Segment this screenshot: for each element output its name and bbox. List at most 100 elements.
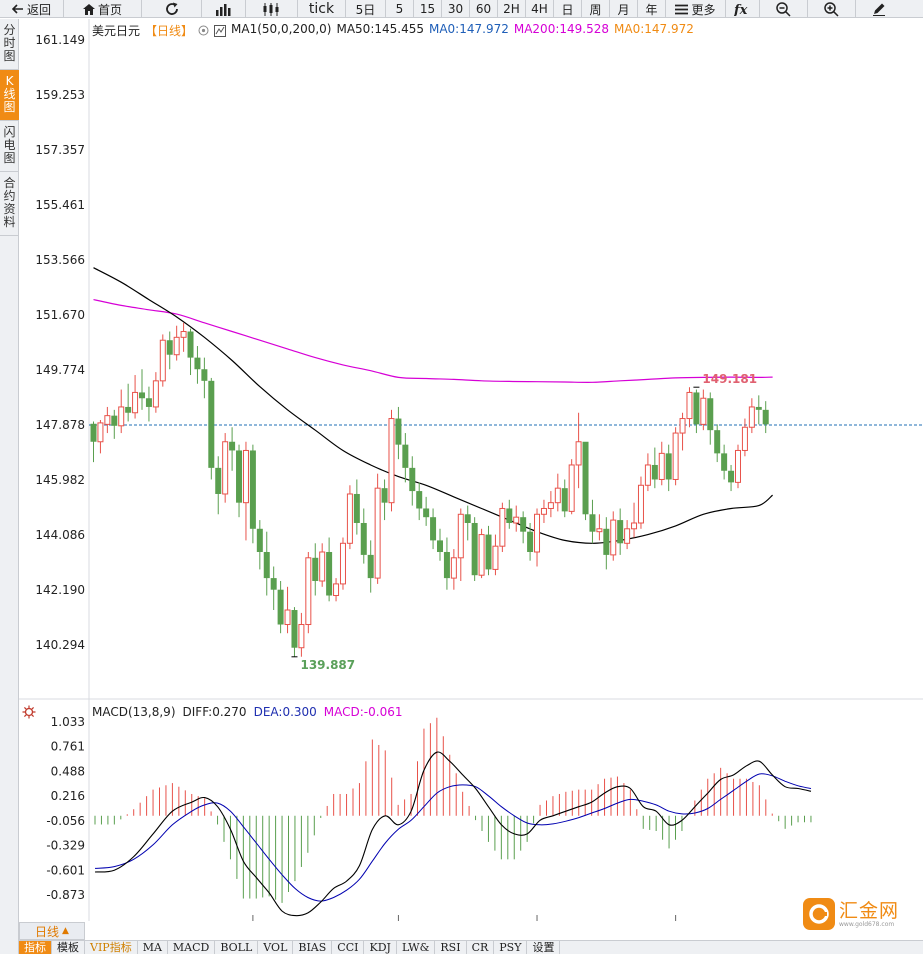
home-button[interactable]: 首页: [64, 0, 142, 18]
candle: [173, 325, 180, 361]
price-axis-tick-label: 142.190: [35, 583, 85, 597]
back-arrow-icon: [11, 4, 23, 14]
period-year-button[interactable]: 年: [638, 0, 666, 18]
candle-body: [762, 409, 769, 425]
ma50-line: [93, 267, 773, 544]
tab-lw[interactable]: LW&: [397, 941, 436, 954]
period-month-button[interactable]: 月: [610, 0, 638, 18]
formula-button[interactable]: fx: [726, 0, 760, 18]
candle-style-button[interactable]: [246, 0, 298, 18]
candle-body: [388, 418, 395, 504]
period-select-button[interactable]: 日线 ▲: [19, 922, 85, 940]
tab-bias[interactable]: BIAS: [293, 941, 333, 954]
formula-icon: fx: [734, 3, 748, 16]
candle: [229, 427, 236, 471]
refresh-icon: [165, 2, 178, 15]
candle: [527, 522, 534, 561]
price-axis-tick-label: 149.774: [35, 363, 85, 377]
period-4h-button[interactable]: 4H: [526, 0, 554, 18]
main-legend: 美元日元 【日线】 MA1(50,0,200,0) MA50:145.455 M…: [92, 22, 694, 39]
settings-icon[interactable]: [198, 22, 209, 39]
tab-ma[interactable]: MA: [138, 941, 168, 954]
candle: [97, 419, 104, 454]
candle: [617, 508, 624, 555]
candle-body: [589, 514, 596, 532]
candle: [520, 511, 527, 544]
candle-body: [339, 542, 346, 585]
pencil-icon: [873, 3, 885, 16]
chart-type-button[interactable]: [202, 0, 246, 18]
tab-cci[interactable]: CCI: [332, 941, 365, 954]
macd-axis-tick-label: 1.033: [51, 715, 85, 729]
candle-body: [617, 520, 624, 544]
back-label: 返回: [26, 2, 51, 17]
candle: [388, 409, 395, 512]
tab-vol[interactable]: VOL: [258, 941, 294, 954]
period-15m-button[interactable]: 15: [414, 0, 442, 18]
ma50-value: MA50:145.455: [336, 22, 424, 36]
tab-indicator[interactable]: 指标: [19, 941, 52, 954]
candle: [443, 537, 450, 590]
side-tabs: 分时图 K线图 闪电图 合约资料: [0, 19, 19, 954]
tab-settings[interactable]: 设置: [527, 941, 561, 954]
candle: [457, 508, 464, 582]
tab-intraday[interactable]: 分时图: [0, 19, 19, 70]
draw-button[interactable]: [856, 0, 902, 18]
candle: [471, 517, 478, 582]
candle-body: [201, 369, 208, 381]
period-2h-button[interactable]: 2H: [498, 0, 526, 18]
tab-flash[interactable]: 闪电图: [0, 121, 19, 172]
candle-body: [409, 467, 416, 492]
refresh-button[interactable]: [142, 0, 202, 18]
chart-canvas[interactable]: 161.149 159.253 157.357 155.461 153.566 151.6…: [19, 19, 923, 922]
candle: [152, 372, 159, 413]
caret-up-icon: ▲: [62, 926, 69, 936]
candle: [679, 412, 686, 451]
candle: [291, 607, 298, 657]
candle-body: [423, 508, 430, 518]
tab-rsi[interactable]: RSI: [435, 941, 467, 954]
five-day-button[interactable]: 5日: [346, 0, 386, 18]
period-day-button[interactable]: 日: [554, 0, 582, 18]
period-60m-button[interactable]: 60: [470, 0, 498, 18]
macd-settings-icon[interactable]: [22, 705, 36, 719]
tab-boll[interactable]: BOLL: [215, 941, 259, 954]
candle-body: [651, 464, 658, 480]
tab-contract-info[interactable]: 合约资料: [0, 172, 19, 236]
candle-body: [637, 484, 644, 524]
candle: [492, 534, 499, 576]
candle-body: [492, 545, 499, 570]
ma-settings-icon[interactable]: [214, 22, 227, 39]
candle-body: [443, 551, 450, 579]
candle: [603, 517, 610, 570]
tab-kdj[interactable]: KDJ: [364, 941, 397, 954]
more-button[interactable]: 更多: [666, 0, 726, 18]
candle-body: [686, 391, 693, 420]
tab-macd[interactable]: MACD: [168, 941, 216, 954]
tab-psy[interactable]: PSY: [494, 941, 528, 954]
candle: [734, 444, 741, 489]
watermark-name: 汇金网: [839, 899, 900, 922]
candle-body: [229, 441, 236, 451]
candle-body: [326, 551, 333, 596]
candle: [416, 482, 423, 521]
candle-body: [208, 380, 215, 468]
tab-template[interactable]: 模板: [52, 941, 85, 954]
candle-body: [395, 418, 402, 445]
back-button[interactable]: 返回: [0, 0, 64, 18]
zoom-in-button[interactable]: [808, 0, 856, 18]
candle: [374, 473, 381, 584]
period-5m-button[interactable]: 5: [386, 0, 414, 18]
period-week-button[interactable]: 周: [582, 0, 610, 18]
candle-body: [527, 531, 534, 552]
candle-body: [540, 507, 547, 515]
period-30m-button[interactable]: 30: [442, 0, 470, 18]
zoom-out-button[interactable]: [760, 0, 808, 18]
tab-vip-indicator[interactable]: VIP指标: [85, 941, 138, 954]
candle: [534, 508, 541, 567]
candle: [125, 383, 132, 422]
candle-body: [249, 450, 256, 529]
tab-kline[interactable]: K线图: [0, 70, 19, 121]
tick-button[interactable]: tick: [298, 0, 346, 18]
tab-cr[interactable]: CR: [467, 941, 495, 954]
